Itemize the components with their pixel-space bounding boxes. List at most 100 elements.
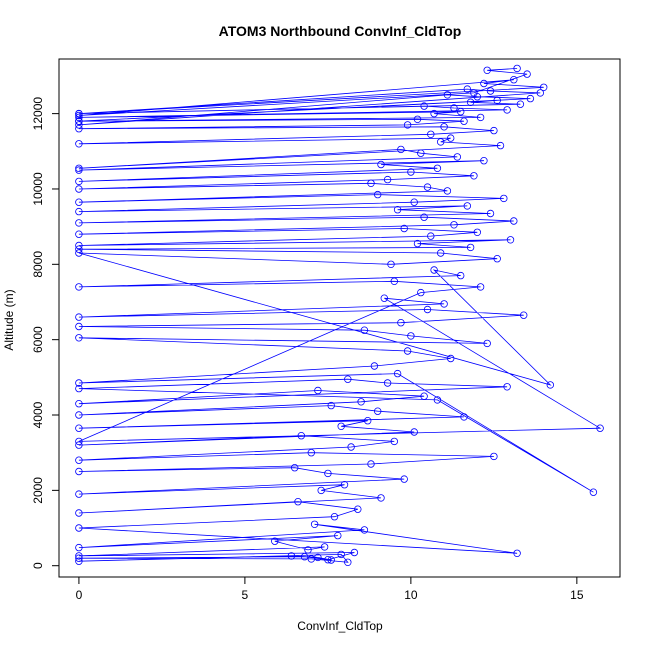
data-point xyxy=(271,537,279,545)
data-point xyxy=(400,224,408,233)
data-point xyxy=(440,123,448,131)
data-point xyxy=(374,407,382,415)
data-point xyxy=(506,236,515,244)
data-point xyxy=(437,138,445,146)
data-point xyxy=(476,283,485,291)
data-point xyxy=(75,207,83,216)
data-point xyxy=(453,153,461,161)
data-point xyxy=(397,145,405,154)
data-point xyxy=(437,249,445,257)
data-point xyxy=(380,294,388,302)
data-point xyxy=(360,326,369,334)
y-tick-label: 2000 xyxy=(31,477,45,504)
data-point xyxy=(75,230,83,238)
data-point xyxy=(450,104,458,112)
data-point xyxy=(297,432,305,440)
data-point xyxy=(347,443,355,451)
data-point xyxy=(75,198,83,206)
data-point xyxy=(466,243,475,252)
data-point xyxy=(324,556,332,564)
data-point xyxy=(500,194,508,203)
y-tick-label: 10000 xyxy=(31,172,45,206)
data-point xyxy=(427,232,435,240)
data-point xyxy=(75,249,83,257)
data-point xyxy=(75,164,83,172)
data-point xyxy=(377,160,385,169)
data-point xyxy=(540,83,548,91)
data-point xyxy=(75,424,83,432)
y-tick-label: 4000 xyxy=(31,401,45,428)
data-point xyxy=(320,543,329,551)
data-point xyxy=(367,460,375,468)
data-point xyxy=(410,198,418,206)
data-point xyxy=(463,202,471,210)
data-point xyxy=(75,111,83,120)
y-axis-label: Altitude (m) xyxy=(2,289,16,350)
data-point xyxy=(75,313,83,321)
data-point xyxy=(357,398,365,406)
data-point xyxy=(490,126,498,135)
data-point xyxy=(433,164,442,172)
y-tick-label: 8000 xyxy=(31,251,45,278)
data-point xyxy=(377,494,385,502)
data-point xyxy=(350,548,359,557)
x-tick-label: 10 xyxy=(404,588,418,602)
x-axis: 0 5 10 15 xyxy=(76,577,584,602)
data-point xyxy=(300,553,309,561)
data-point xyxy=(440,300,448,308)
data-point xyxy=(483,66,491,74)
data-point xyxy=(430,109,438,118)
data-point xyxy=(447,354,455,363)
data-point xyxy=(393,205,402,214)
data-point xyxy=(480,156,488,165)
data-point xyxy=(370,362,379,370)
data-point xyxy=(480,79,488,88)
data-point xyxy=(417,149,425,157)
data-point xyxy=(75,140,83,148)
data-point xyxy=(364,417,372,425)
data-point xyxy=(483,339,491,348)
data-point xyxy=(287,552,296,560)
data-point xyxy=(334,531,342,540)
data-point xyxy=(423,305,432,314)
data-point xyxy=(75,467,83,476)
data-point xyxy=(390,437,398,446)
data-point xyxy=(390,277,398,285)
data-point xyxy=(360,526,369,534)
data-point xyxy=(367,179,375,187)
data-point xyxy=(75,557,83,565)
data-point xyxy=(589,488,598,496)
data-point xyxy=(383,175,392,184)
data-point xyxy=(75,441,83,449)
data-point xyxy=(526,94,535,103)
data-point xyxy=(417,288,425,297)
data-point xyxy=(75,117,83,125)
data-point xyxy=(75,166,83,174)
data-point xyxy=(324,469,332,478)
data-point xyxy=(536,89,544,97)
data-point xyxy=(307,449,315,457)
data-point xyxy=(75,219,83,227)
data-point xyxy=(330,513,339,521)
plot-frame xyxy=(58,58,621,578)
data-point xyxy=(513,549,521,557)
data-point xyxy=(383,379,392,387)
x-tick-label: 5 xyxy=(242,588,249,602)
data-point xyxy=(337,550,345,559)
data-point xyxy=(443,91,452,99)
data-point xyxy=(520,311,528,319)
y-tick-label: 6000 xyxy=(31,326,45,353)
data-point xyxy=(75,456,83,464)
data-point xyxy=(397,319,405,327)
data-point xyxy=(457,271,465,280)
data-point xyxy=(413,239,422,248)
data-point xyxy=(400,475,408,483)
data-point xyxy=(473,228,481,236)
data-point xyxy=(413,115,422,123)
data-point xyxy=(307,555,315,563)
data-point xyxy=(75,509,83,517)
x-tick-label: 0 xyxy=(76,588,83,602)
data-point xyxy=(75,124,83,133)
data-point xyxy=(510,217,518,225)
